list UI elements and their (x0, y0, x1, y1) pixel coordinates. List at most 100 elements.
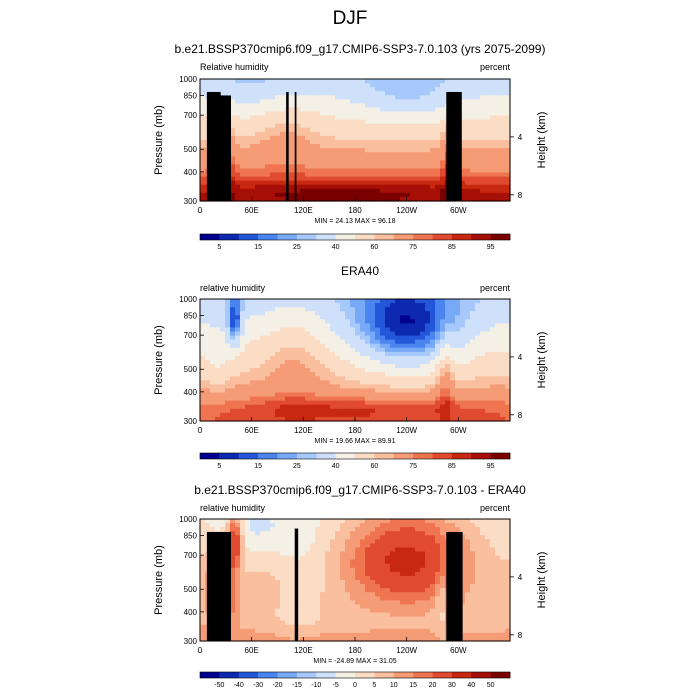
contour-cell (445, 172, 451, 178)
contour-cell (395, 519, 401, 524)
contour-cell (485, 140, 491, 145)
contour-cell (380, 172, 386, 178)
contour-cell (500, 327, 506, 333)
contour-cell (340, 307, 346, 312)
contour-cell (315, 111, 321, 117)
contour-cell (335, 111, 341, 117)
contour-cell (320, 103, 326, 109)
contour-cell (255, 307, 261, 312)
contour-cell (320, 355, 326, 361)
contour-cell (205, 372, 211, 377)
contour-cell (275, 543, 281, 549)
contour-cell (330, 535, 336, 540)
contour-cell (470, 519, 476, 524)
contour-cell (260, 311, 266, 316)
contour-cell (395, 168, 401, 174)
contour-cell (215, 327, 221, 333)
contour-cell (440, 164, 446, 170)
contour-cell (250, 119, 256, 125)
colorbar-2: 5 15 25 40 60 75 85 95 (199, 452, 511, 470)
contour-cell (200, 152, 206, 157)
contour-cell (235, 580, 241, 585)
contour-cell (420, 192, 426, 198)
contour-cell (220, 192, 226, 198)
contour-cell (340, 152, 346, 157)
contour-cell (495, 543, 501, 549)
contour-cell (260, 87, 266, 92)
contour-cell (485, 196, 491, 202)
contour-cell (445, 311, 451, 316)
contour-cell (310, 160, 316, 165)
contour-cell (475, 584, 481, 589)
contour-cell (250, 156, 256, 161)
contour-cell (385, 372, 391, 377)
contour-cell (320, 119, 326, 125)
contour-cell (475, 168, 481, 174)
contour-cell (430, 563, 436, 569)
contour-cell (285, 563, 291, 569)
contour-cell (505, 140, 511, 145)
contour-cell (365, 412, 371, 418)
contour-cell (270, 188, 276, 194)
contour-cell (290, 339, 296, 345)
contour-cell (380, 523, 386, 528)
contour-cell (360, 176, 366, 182)
contour-cell (405, 392, 411, 398)
contour-cell (280, 148, 286, 153)
contour-cell (260, 347, 266, 353)
contour-cell (240, 315, 246, 320)
contour-cell (305, 148, 311, 153)
contour-cell (240, 592, 246, 597)
contour-cell (320, 111, 326, 117)
contour-cell (260, 580, 266, 585)
contour-cell (260, 519, 266, 524)
contour-cell (275, 351, 281, 357)
contour-cell (210, 192, 216, 198)
contour-cell (300, 319, 306, 324)
contour-cell (365, 123, 371, 129)
contour-cell (300, 412, 306, 418)
contour-cell (225, 392, 231, 398)
contour-cell (250, 343, 256, 349)
contour-cell (305, 408, 311, 414)
contour-cell (335, 388, 341, 394)
contour-cell (230, 119, 236, 125)
contour-cell (265, 315, 271, 320)
contour-cell (275, 396, 281, 402)
contour-cell (425, 103, 431, 109)
contour-cell (330, 172, 336, 178)
contour-cell (475, 180, 481, 186)
contour-cell (430, 95, 436, 100)
contour-cell (435, 563, 441, 569)
contour-cell (270, 384, 276, 390)
contour-cell (360, 392, 366, 398)
contour-cell (375, 351, 381, 357)
contour-cell (380, 588, 386, 593)
contour-cell (320, 115, 326, 121)
contour-cell (215, 79, 221, 84)
contour-cell (250, 416, 256, 422)
contour-cell (405, 192, 411, 198)
contour-cell (495, 83, 501, 88)
contour-cell (220, 311, 226, 316)
contour-cell (485, 188, 491, 194)
contour-cell (450, 115, 456, 121)
contour-cell (415, 355, 421, 361)
contour-cell (480, 323, 486, 329)
contour-cell (415, 392, 421, 398)
contour-cell (465, 111, 471, 117)
contour-cell (490, 127, 496, 133)
contour-cell (445, 555, 451, 561)
contour-cell (505, 335, 511, 341)
contour-cell (355, 588, 361, 593)
contour-cell (395, 559, 401, 565)
contour-cell (480, 115, 486, 121)
contour-cell (455, 303, 461, 308)
contour-cell (240, 91, 246, 96)
contour-cell (455, 339, 461, 345)
contour-cell (215, 567, 221, 573)
contour-cell (380, 551, 386, 557)
contour-cell (415, 99, 421, 104)
contour-cell (290, 135, 296, 141)
contour-cell (490, 115, 496, 121)
